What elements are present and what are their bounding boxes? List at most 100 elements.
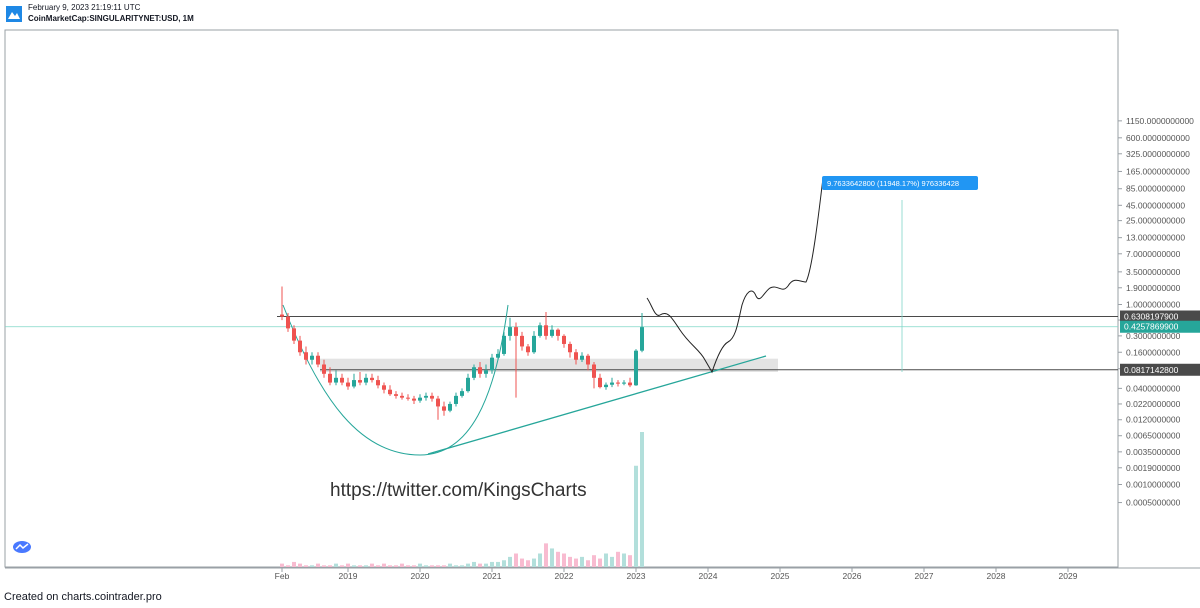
y-tick-label: 0.0019000000 [1126,463,1181,473]
y-tick-label: 85.0000000000 [1126,184,1185,194]
trend-line [427,355,767,455]
cointrader-logo-icon [6,6,22,22]
candle-body [538,325,542,336]
candle-body [370,377,374,381]
price-label-bg-resistance [1120,310,1200,323]
volume-bar [484,563,488,567]
volume-bar [376,565,380,567]
x-tick-label: 2023 [627,571,646,581]
symbol-title: CoinMarketCap:SINGULARITYNET:USD, 1M [28,14,194,23]
candle-body [562,335,566,344]
candle-body [412,398,416,401]
y-tick-label: 0.0120000000 [1126,415,1181,425]
candle-body [478,367,482,374]
y-tick-label: 0.0065000000 [1126,431,1181,441]
volume-bar [628,555,632,567]
volume-bar [400,563,404,567]
volume-bar [490,561,494,567]
y-tick-label: 0.0005000000 [1126,498,1181,508]
y-tick-label: 7.0000000000 [1126,249,1181,259]
x-tick-label: 2028 [987,571,1006,581]
x-tick-label: 2027 [915,571,934,581]
volume-bar [472,561,476,567]
volume-bar [496,561,500,567]
x-tick-label: 2022 [555,571,574,581]
y-tick-label: 0.0035000000 [1126,447,1181,457]
candle-body [382,385,386,390]
candle-body [514,327,518,336]
volume-bar [304,565,308,567]
volume-bar [316,563,320,567]
volume-bar [574,558,578,567]
candle-body [352,380,356,387]
y-tick-label: 165.0000000000 [1126,166,1190,176]
volume-bar [448,563,452,567]
candle-body [340,377,344,383]
volume-bar [622,553,626,567]
candle-body [544,325,548,336]
volume-bar [430,565,434,567]
candle-body [358,380,362,383]
volume-bar [514,553,518,567]
y-tick-label: 25.0000000000 [1126,216,1185,226]
volume-bar [616,551,620,567]
volume-bar [310,565,314,567]
volume-bar [382,563,386,567]
candle-body [334,377,338,383]
x-tick-label: 2020 [411,571,430,581]
volume-bar [532,558,536,567]
y-tick-label: 0.0010000000 [1126,480,1181,490]
candle-body [496,353,500,358]
y-tick-label: 0.0220000000 [1126,399,1181,409]
chart-header: February 9, 2023 21:19:11 UTC CoinMarket… [0,0,1200,28]
candle-body [364,377,368,383]
candle-body [430,395,434,399]
volume-bar [406,565,410,567]
candle-body [388,389,392,395]
volume-bar [412,565,416,567]
candle-body [280,314,284,317]
volume-bar [604,553,608,567]
y-tick-label: 0.0400000000 [1126,383,1181,393]
volume-bar [598,558,602,567]
y-tick-label: 45.0000000000 [1126,200,1185,210]
volume-bar [538,553,542,567]
volume-bar [580,556,584,567]
candle-body [406,397,410,399]
candle-body [640,327,644,351]
volume-bar [436,565,440,567]
volume-bar [352,565,356,567]
x-tick-label: 2019 [339,571,358,581]
y-tick-label: 0.1600000000 [1126,347,1181,357]
candle-body [586,355,590,365]
measure-label-bg [822,176,978,190]
tradingview-watermark-icon [13,541,31,553]
x-tick-label: 2025 [771,571,790,581]
candle-body [526,346,530,353]
candle-body [346,382,350,387]
volume-bar [358,565,362,567]
volume-bar [526,560,530,567]
volume-bar [520,558,524,567]
candle-body [550,329,554,336]
volume-bar [502,560,506,567]
volume-bar [292,561,296,567]
volume-bar [592,555,596,567]
y-tick-label: 1.0000000000 [1126,300,1181,310]
volume-bar [460,565,464,567]
volume-bar [334,563,338,567]
candle-body [448,403,452,411]
candle-body [316,355,320,365]
candle-body [292,328,296,341]
volume-bar [424,565,428,567]
candle-body [460,391,464,396]
candle-body [400,395,404,398]
candle-body [298,340,302,353]
x-tick-label: 2024 [699,571,718,581]
volume-bar [640,432,644,567]
candle-body [376,380,380,386]
y-tick-label: 1150.0000000000 [1126,116,1194,126]
x-tick-label: 2029 [1059,571,1078,581]
candle-body [502,335,506,354]
